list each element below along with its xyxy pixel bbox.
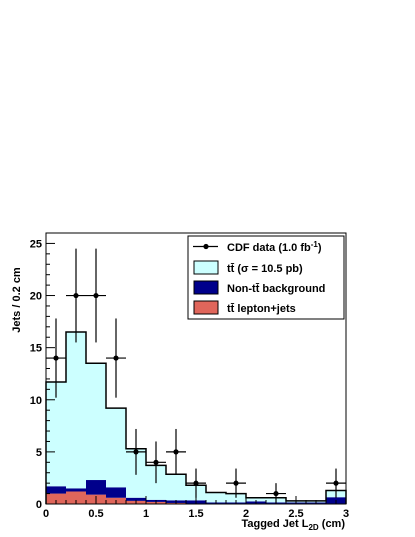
legend: CDF data (1.0 fb-1) tt̄ (σ = 10.5 pb) No…	[187, 235, 345, 320]
x-tick-label-0: 0	[43, 508, 49, 520]
bar-2-3	[106, 408, 126, 488]
legend-label-data-main: CDF data (1.0 fb	[227, 242, 311, 254]
legend-label-data-sup: -1	[311, 240, 319, 249]
bar-2-0	[46, 382, 66, 487]
legend-swatch-ttbar	[193, 260, 219, 275]
data-point-8	[233, 480, 239, 486]
legend-label-data-tail: )	[318, 242, 322, 254]
bar-1-1	[66, 488, 86, 492]
y-tick-label-2: 10	[30, 395, 42, 407]
bar-1-3	[106, 487, 126, 498]
bar-1-0	[46, 486, 66, 494]
x-tick-label-1: 0.5	[88, 508, 103, 520]
legend-label-ttbar: tt̄ (σ = 10.5 pb)	[227, 263, 303, 275]
x-axis-title: Tagged Jet L2D (cm)	[241, 518, 345, 532]
legend-label-data: CDF data (1.0 fb-1)	[227, 240, 322, 254]
bar-0-1	[66, 491, 86, 504]
x-axis-title-unit: (cm)	[319, 518, 346, 530]
x-tick-label-2: 1	[143, 508, 149, 520]
legend-label-leptonjets: tt̄ lepton+jets	[227, 303, 296, 315]
legend-label-nonttbar: Non-tt̄ background	[227, 283, 325, 295]
data-point-3	[113, 355, 119, 361]
bar-1-2	[86, 480, 106, 495]
data-point-7	[193, 480, 199, 486]
bar-2-8	[206, 492, 226, 503]
bar-2-10	[246, 497, 266, 502]
data-point-2	[93, 292, 99, 299]
data-point-0	[53, 355, 59, 361]
x-tick-label-6: 3	[343, 508, 349, 520]
bar-1-4	[126, 497, 146, 501]
x-axis-title-main: Tagged Jet L	[241, 518, 308, 530]
x-tick-label-3: 1.5	[188, 508, 203, 520]
y-tick-label-3: 15	[30, 343, 42, 355]
data-point-5	[153, 459, 159, 465]
bar-0-0	[46, 493, 66, 504]
bar-2-1	[66, 332, 86, 489]
legend-swatch-leptonjets	[193, 300, 219, 315]
data-point-10	[333, 480, 339, 486]
data-point-6	[173, 449, 179, 455]
bar-2-2	[86, 363, 106, 481]
y-tick-label-4: 20	[30, 291, 42, 303]
y-tick-label-1: 5	[36, 447, 42, 459]
legend-swatch-nonttbar	[193, 280, 219, 295]
axes: 0 0.5 1 1.5 2 2.5 3 0 5 10 15 20 25	[30, 232, 349, 520]
y-axis-title: Jets / 0.2 cm	[11, 267, 23, 333]
stack-outline	[45, 331, 347, 504]
x-tick-label-5: 2.5	[288, 508, 303, 520]
data-point-1	[73, 292, 79, 299]
bar-2-6	[166, 474, 186, 501]
x-axis-title-sub: 2D	[308, 523, 318, 532]
bar-2-9	[226, 493, 246, 503]
legend-data-marker	[203, 243, 209, 250]
x-tick-label-4: 2	[243, 508, 249, 520]
data-point-4	[133, 449, 139, 455]
data-point-9	[273, 490, 279, 497]
y-tick-label-0: 0	[36, 499, 42, 511]
data-points	[46, 248, 346, 504]
y-tick-label-5: 25	[30, 238, 42, 250]
stack-total-outline	[45, 331, 347, 504]
